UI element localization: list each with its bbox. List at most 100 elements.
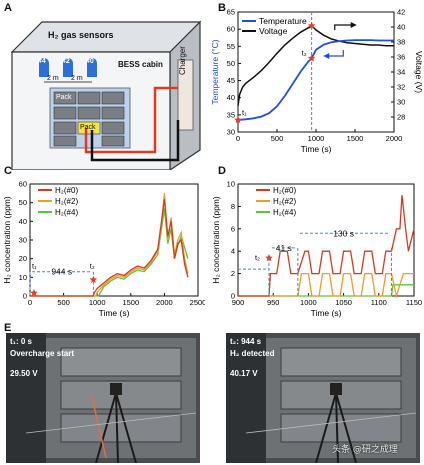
x-tick-label: 1500 [347,134,364,143]
t1-marker [234,116,242,124]
y-right-tick-label: 40 [397,23,405,32]
photo-t1-scene [6,333,200,463]
y-axis-label: H₂ concentration (ppm) [2,196,12,284]
legend-temperature: Temperature [259,16,307,26]
series-line-2 [238,284,414,297]
series-line-1 [238,272,414,299]
x-tick-label: 0 [236,134,240,143]
t2-marker [89,275,98,283]
photo-t2-scene [226,333,420,463]
sensor-array [39,58,97,77]
y-tick-label: 4 [231,247,235,256]
panel-label-d: D [218,165,226,177]
y-tick-label: 20 [19,254,27,263]
t1-annotation: t₁ [32,262,37,271]
chart-c: 0 500 1000 1500 2000 2500 0 10 20 30 40 50 60 Time (s… [2,180,205,319]
y-right-tick-label: 38 [397,38,405,47]
x-tick-label: 500 [57,298,70,307]
series-line-2 [30,208,189,297]
y-tick-label: 30 [19,236,27,245]
panel-label-a: A [4,2,12,14]
pack-grid [53,91,125,147]
voltage-line [237,24,394,106]
t2-marker [265,253,273,262]
t2-annotation: t₂ [90,262,95,271]
photo-t2-time: t₂: 944 s [230,337,262,346]
temperature-axis-arrow [327,50,344,57]
photo-t2-event: H₂ detected [230,349,275,358]
x-tick-label: 1000 [89,298,106,307]
temperature-axis-arrowhead [323,53,330,59]
x-tick-label: 2000 [156,298,173,307]
x-axis-label: Time (s) [99,308,130,318]
y-right-tick-label: 42 [397,8,405,17]
x-tick-label: 1050 [335,298,352,307]
t2-annotation: t₂ [302,48,307,57]
photo-t1-event: Overcharge start [10,349,75,358]
panel-label-b: B [218,2,226,14]
x-tick-label: 900 [232,298,245,307]
t2-voltage-marker [307,21,316,29]
y-tick-label: 6 [231,224,235,233]
x-tick-label: 1150 [406,298,422,307]
y-left-axis-label: Temperature (°C) [210,39,220,104]
panel-label-c: C [4,165,12,177]
chart-b: 0 500 1000 1500 2000 30 35 40 45 50 55 60 65 Time (s)… [210,8,424,155]
interval-annotation: 944 s [51,267,72,277]
x-tick-label: 1500 [122,298,139,307]
series-line-0 [238,195,415,297]
panel-a-schematic [10,20,202,170]
voltage-axis-arrow [334,24,353,30]
y-tick-label: 50 [227,59,235,68]
y-right-axis-label: Voltage (V) [414,51,424,93]
legend-label-2: H₂(#4) [55,208,78,217]
x-tick-label: 0 [28,298,32,307]
spacing-label-2: 2 m [71,75,83,82]
y-tick-label: 60 [227,25,235,34]
y-tick-label: 40 [227,93,235,102]
y-right-tick-label: 36 [397,53,405,62]
sensors-title: H₂ gas sensors [48,30,114,40]
watermark: 头条 @研之成理 [332,445,398,455]
legend-label-0: H₂(#0) [55,186,78,195]
cabin-label: BESS cabin [118,60,163,69]
pack-label: Pack [56,94,72,101]
x-axis-label: Time (s) [311,308,342,318]
sensor-2-label: #2 [62,58,70,65]
x-tick-label: 500 [271,134,284,143]
legend-label-1: H₂(#2) [273,197,296,206]
y-tick-label: 10 [227,180,235,189]
x-tick-label: 1100 [371,298,387,307]
sensor-4-label: #4 [38,58,46,65]
legend-label-2: H₂(#4) [273,208,296,217]
y-axis-label: H₂ concentration (ppm) [211,196,221,284]
x-tick-label: 2000 [386,134,403,143]
y-tick-label: 55 [227,42,235,51]
pack-highlight-label: Pack [80,124,96,131]
y-tick-label: 0 [23,292,27,301]
spacing-label-1: 2 m [47,75,59,82]
panel-label-e: E [4,322,12,334]
interval-41-annotation: 41 s [276,243,292,253]
photo-t1-time: t₁: 0 s [10,337,32,346]
series-line-0 [30,198,189,297]
x-tick-label: 2500 [190,298,205,307]
y-right-tick-label: 32 [397,83,405,92]
voltage-axis-arrowhead [350,22,357,28]
legend-label-1: H₂(#2) [55,197,78,206]
y-tick-label: 2 [231,269,235,278]
series-line-1 [30,193,189,297]
y-right-tick-label: 28 [397,113,405,122]
legend-label-0: H₂(#0) [273,186,296,195]
y-right-tick-label: 34 [397,68,405,77]
y-tick-label: 50 [19,198,27,207]
sensor-0-label: #0 [86,58,94,65]
temperature-line [237,39,394,121]
photo-t1: t₁: 0 s Overcharge start 29.50 V [6,333,200,463]
x-axis-label: Time (s) [301,144,332,154]
y-tick-label: 60 [19,180,27,189]
x-tick-label: 950 [267,298,280,307]
y-tick-label: 10 [19,273,27,282]
y-tick-label: 65 [227,8,235,17]
y-tick-label: 45 [227,76,235,85]
